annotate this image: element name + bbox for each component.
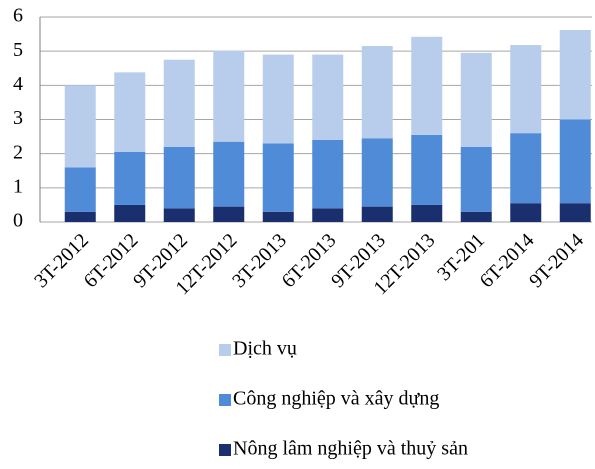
x-tick-label: 6T-2013 bbox=[278, 229, 341, 292]
bar-segment bbox=[114, 72, 146, 152]
bar-segment bbox=[460, 211, 492, 222]
bar-segment bbox=[114, 204, 146, 222]
legend-label: Nông lâm nghiệp và thuỷ sản bbox=[233, 438, 468, 460]
bar-segment bbox=[411, 134, 443, 205]
bar-segment bbox=[361, 206, 393, 222]
x-tick-label: 3T-2012 bbox=[30, 229, 93, 292]
bar-segment bbox=[64, 167, 96, 212]
legend-swatch bbox=[219, 344, 231, 356]
bar-segment bbox=[411, 36, 443, 135]
bar-segment bbox=[163, 208, 195, 222]
bar-segment bbox=[559, 119, 591, 204]
y-tick-label: 3 bbox=[13, 107, 23, 129]
bar-segment bbox=[64, 211, 96, 222]
y-tick-label: 6 bbox=[13, 5, 23, 27]
bar-segment bbox=[510, 45, 542, 134]
bar-segment bbox=[559, 29, 591, 120]
x-tick-label: 3T-2013 bbox=[228, 229, 291, 292]
bar-segment bbox=[460, 146, 492, 212]
bar-segment bbox=[262, 211, 294, 222]
y-tick-label: 0 bbox=[13, 210, 23, 232]
legend-label: Dịch vụ bbox=[233, 338, 297, 360]
y-tick-label: 1 bbox=[13, 175, 23, 197]
bar-segment bbox=[213, 206, 245, 222]
legend-label: Công nghiệp và xây dựng bbox=[233, 388, 439, 410]
legend-swatch bbox=[219, 394, 231, 406]
bar-segment bbox=[460, 52, 492, 147]
bar-segment bbox=[312, 140, 344, 209]
y-tick-label: 4 bbox=[13, 73, 23, 95]
x-tick-label: 6T-2012 bbox=[80, 229, 143, 292]
x-tick-label: 6T-2014 bbox=[476, 229, 539, 292]
bar-segment bbox=[213, 50, 245, 142]
bar-segment bbox=[312, 208, 344, 222]
bar-segment bbox=[163, 59, 195, 147]
bar-segment bbox=[114, 151, 146, 205]
bar-segment bbox=[361, 138, 393, 207]
bar-segment bbox=[411, 204, 443, 222]
bar-segment bbox=[361, 46, 393, 139]
y-tick-label: 2 bbox=[13, 141, 23, 163]
bar-segment bbox=[64, 85, 96, 168]
x-tick-label: 9T-2014 bbox=[525, 229, 588, 292]
bar-segment bbox=[213, 141, 245, 207]
legend-swatch bbox=[219, 444, 231, 456]
bar-segment bbox=[559, 203, 591, 222]
y-tick-label: 5 bbox=[13, 39, 23, 61]
bar-segment bbox=[510, 133, 542, 204]
bar-segment bbox=[163, 146, 195, 209]
bar-segment bbox=[262, 143, 294, 212]
bar-segment bbox=[262, 54, 294, 144]
bar-segment bbox=[510, 203, 542, 222]
bar-segment bbox=[312, 54, 344, 141]
